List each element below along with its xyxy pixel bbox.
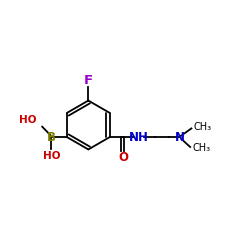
Text: N: N	[175, 131, 185, 144]
Text: HO: HO	[42, 151, 60, 161]
Text: F: F	[84, 74, 93, 86]
Text: CH₃: CH₃	[194, 122, 212, 132]
Text: B: B	[47, 131, 56, 144]
Text: CH₃: CH₃	[192, 144, 211, 154]
Text: HO: HO	[19, 115, 36, 125]
Text: O: O	[118, 152, 128, 164]
Text: NH: NH	[129, 131, 149, 144]
